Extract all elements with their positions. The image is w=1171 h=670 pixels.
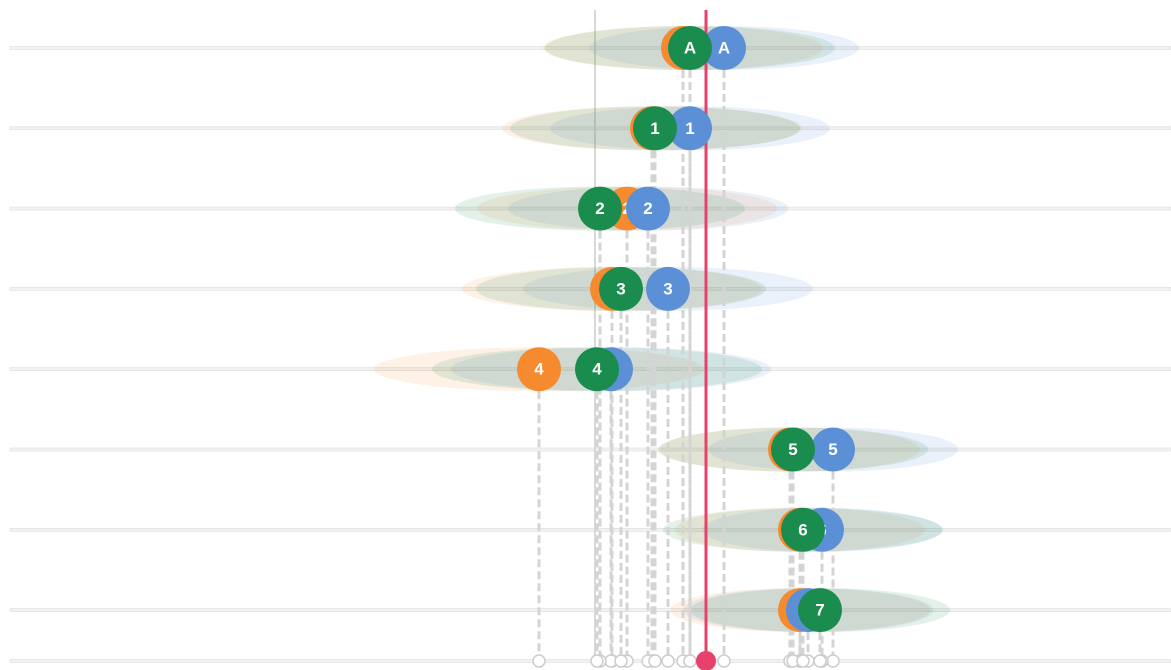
axis-dot <box>796 654 810 668</box>
dot-circle <box>771 427 815 472</box>
dot: 1 <box>633 106 677 151</box>
dot: 4 <box>575 347 619 392</box>
axis-dot <box>661 654 675 668</box>
axis-dot <box>532 654 546 668</box>
dot-circle <box>575 347 619 392</box>
dot-circle <box>668 106 712 151</box>
dot: 2 <box>578 186 622 231</box>
dot: 5 <box>771 427 815 472</box>
dot-circle <box>668 26 712 70</box>
dot: 2 <box>626 186 670 231</box>
axis-dot <box>717 654 731 668</box>
axis-dot <box>813 654 827 668</box>
row-line <box>9 126 1171 131</box>
dot-label: 3 <box>663 279 672 298</box>
dot-label: 1 <box>650 119 659 138</box>
axis-dot <box>683 654 697 668</box>
axis-dot <box>614 654 628 668</box>
axis-dot <box>648 654 662 668</box>
dot-label: 5 <box>828 440 837 459</box>
axis-dot <box>590 654 604 668</box>
dot-circle <box>517 347 561 392</box>
dot-circle <box>646 266 690 311</box>
dot: 7 <box>798 588 842 633</box>
dot-label: 1 <box>685 119 694 138</box>
axis-dot <box>826 654 840 668</box>
dot-label: 3 <box>616 279 625 298</box>
dot: A <box>702 26 746 70</box>
dot-circle <box>578 186 622 231</box>
dot-circle <box>798 588 842 633</box>
dot-circle <box>781 507 825 552</box>
dot-label: 6 <box>798 520 807 539</box>
dot: 3 <box>646 266 690 311</box>
dot: 3 <box>599 266 643 311</box>
dot-circle <box>811 427 855 472</box>
dot: 6 <box>781 507 825 552</box>
dot-label: 2 <box>643 199 652 218</box>
dot: 4 <box>517 347 561 392</box>
row-line <box>9 46 1171 50</box>
dot: 5 <box>811 427 855 472</box>
row-line <box>9 608 1171 612</box>
dot-label: 5 <box>788 440 797 459</box>
dot: A <box>668 26 712 70</box>
dot-label: A <box>684 39 696 58</box>
dot-label: 4 <box>534 360 544 379</box>
row-line <box>9 527 1171 532</box>
dot-circle <box>702 26 746 70</box>
dot-label: 4 <box>592 360 602 379</box>
row-line <box>9 447 1171 452</box>
dot-label: 2 <box>595 199 604 218</box>
dot: 1 <box>668 106 712 151</box>
dot-circle <box>599 266 643 311</box>
marker-handle <box>696 651 716 670</box>
dot-label: 7 <box>815 601 824 620</box>
dot-label: A <box>718 39 730 58</box>
dot-circle <box>633 106 677 151</box>
dot-circle <box>626 186 670 231</box>
